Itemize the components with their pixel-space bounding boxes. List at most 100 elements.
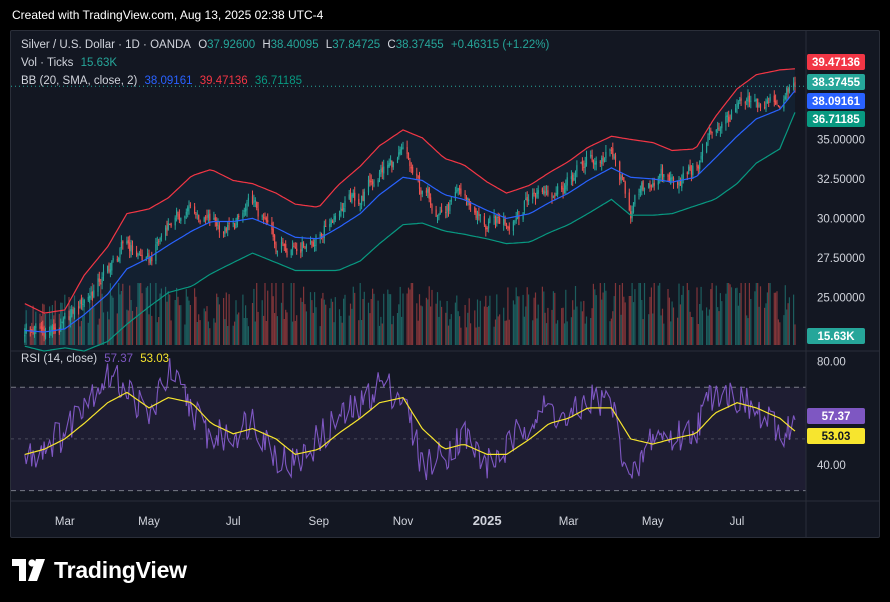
candle-body (557, 186, 559, 195)
price-tick-label: 25.00000 (817, 292, 865, 304)
candle-body (570, 176, 572, 179)
candle-body (207, 214, 209, 219)
candle-body (198, 214, 200, 220)
volume-bar (49, 306, 51, 345)
candle-body (32, 331, 34, 335)
candle-body (554, 195, 556, 197)
candle-body (369, 179, 371, 183)
volume-bar (459, 316, 461, 345)
candle-body (718, 127, 720, 129)
volume-bar (641, 300, 643, 345)
candle-body (54, 327, 56, 331)
volume-bar (696, 287, 698, 345)
candle-body (261, 215, 263, 217)
candle-body (189, 204, 191, 206)
volume-bar (370, 299, 372, 345)
candle-body (686, 172, 688, 174)
volume-bar (470, 323, 472, 345)
volume-bar (362, 299, 364, 345)
volume-bar (410, 283, 412, 345)
volume-bar (323, 299, 325, 345)
candle-body (590, 154, 592, 157)
candle-body (348, 194, 350, 199)
volume-bar (427, 299, 429, 345)
candle-body (523, 201, 525, 211)
volume-bar (614, 283, 617, 345)
candle-body (628, 192, 630, 211)
candle-body (149, 257, 151, 263)
volume-bar (657, 285, 659, 345)
candle-body (206, 215, 208, 218)
candle-body (777, 105, 779, 106)
volume-bar (522, 294, 524, 345)
candle-body (447, 203, 450, 210)
volume-bar (602, 292, 604, 345)
volume-bar (488, 305, 490, 345)
candle-body (119, 248, 121, 258)
volume-bar (196, 322, 198, 345)
candle-body (256, 201, 258, 208)
candle-body (292, 246, 294, 249)
chart-panel[interactable]: 22.5000025.0000027.5000030.0000032.50000… (10, 30, 880, 538)
candle-body (177, 211, 179, 215)
candle-body (325, 226, 327, 227)
candle-body (663, 174, 665, 178)
candle-body (79, 300, 81, 308)
candle-body (82, 303, 84, 305)
candle-body (668, 175, 670, 183)
candle-body (315, 236, 317, 247)
candle-body (64, 315, 66, 319)
candle-body (363, 191, 365, 202)
candle-body (416, 173, 418, 176)
volume-bar (566, 321, 568, 345)
volume-bar (101, 293, 103, 345)
candle-body (445, 212, 447, 214)
candle-body (623, 177, 625, 182)
candle-body (158, 240, 160, 242)
chart-svg[interactable]: 22.5000025.0000027.5000030.0000032.50000… (11, 31, 879, 537)
candle-body (160, 235, 162, 237)
candle-body (399, 149, 401, 154)
bb-basis-line (24, 90, 796, 333)
volume-bar (630, 296, 632, 345)
volume-last-tag (807, 328, 865, 344)
volume-bar (32, 305, 34, 345)
volume-bar (612, 311, 614, 345)
bb-basis-value: 38.09161 (144, 75, 193, 87)
candle-body (49, 330, 51, 336)
candle-body (417, 176, 419, 178)
volume-bar (377, 300, 379, 345)
bb-upper-last-label: 39.47136 (812, 57, 860, 69)
volume-bar (552, 291, 554, 345)
volume-bar (773, 292, 775, 345)
volume-bar (710, 289, 712, 345)
bb-legend: BB (20, SMA, close, 2) 38.09161 39.47136… (21, 75, 306, 87)
volume-bar (311, 300, 313, 345)
volume-bar (305, 311, 307, 345)
rsi-label: RSI (14, close) (21, 353, 98, 365)
candle-body (402, 147, 404, 149)
candle-body (671, 176, 673, 179)
volume-bar (516, 296, 519, 345)
volume-bar (188, 300, 190, 345)
volume-bar (643, 283, 646, 345)
low-value: 37.84725 (332, 39, 381, 51)
volume-bar (735, 288, 737, 345)
volume-bar (107, 311, 109, 345)
candle-body (218, 225, 220, 233)
volume-bar (620, 314, 622, 345)
candle-body (446, 204, 448, 212)
volume-bar (554, 292, 556, 345)
volume-bar (750, 299, 752, 345)
candle-body (247, 197, 249, 201)
volume-bar (367, 302, 370, 345)
volume-bar (689, 311, 691, 345)
candle-body (304, 247, 306, 249)
candle-body (101, 276, 103, 283)
candle-body (176, 210, 178, 217)
candle-body (314, 245, 316, 246)
rsi-last-label: 57.37 (822, 411, 851, 423)
volume-bar (234, 321, 236, 345)
candle-body (478, 212, 480, 216)
candle-body (456, 190, 458, 192)
